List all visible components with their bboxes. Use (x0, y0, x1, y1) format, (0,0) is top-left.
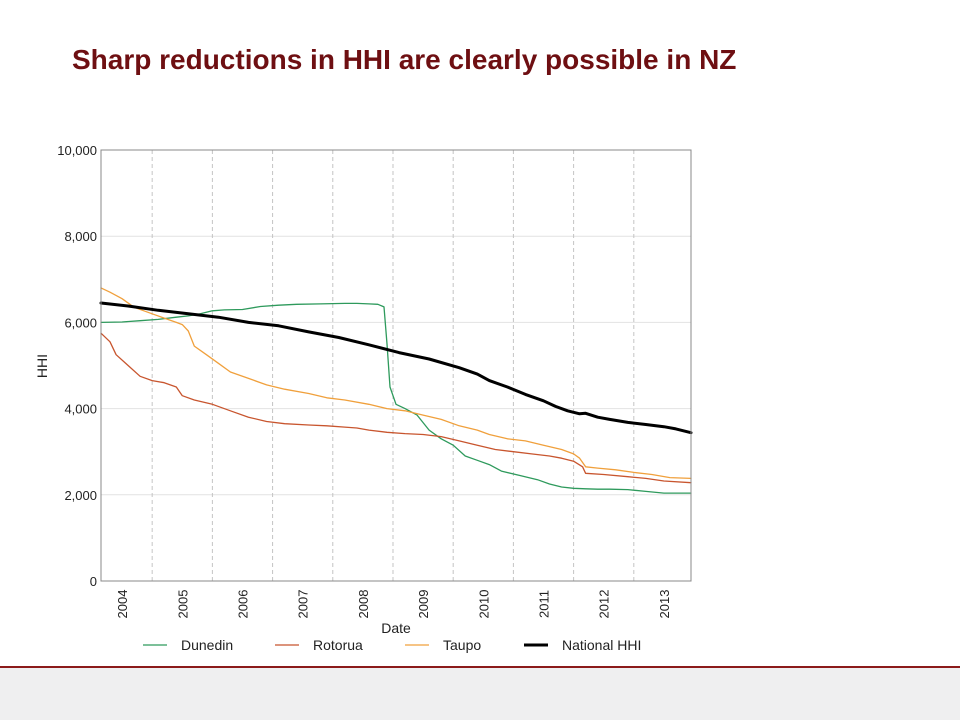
x-tick-label: 2010 (476, 590, 491, 619)
y-tick-label: 4,000 (64, 402, 97, 417)
x-tick-label: 2009 (416, 590, 431, 619)
legend-label-national-hhi: National HHI (562, 637, 641, 653)
legend-label-rotorua: Rotorua (313, 637, 363, 653)
x-tick-label: 2012 (597, 590, 612, 619)
series-line-dunedin (100, 302, 692, 494)
y-tick-label: 6,000 (64, 315, 97, 330)
series-line-taupo (100, 287, 692, 480)
x-tick-label: 2011 (537, 590, 552, 618)
x-tick-label: 2007 (296, 590, 311, 619)
y-axis-label: HHI (34, 354, 50, 378)
y-tick-label: 8,000 (64, 229, 97, 244)
legend: Dunedin Rotorua Taupo National HHI (143, 637, 641, 653)
legend-label-taupo: Taupo (443, 637, 481, 653)
y-tick-label: 10,000 (57, 143, 97, 158)
x-axis-label: Date (381, 620, 411, 636)
x-tick-label: 2006 (235, 590, 250, 619)
series-line-rotorua (100, 332, 692, 484)
plot-frame (100, 149, 692, 582)
grid-layer (101, 149, 691, 581)
y-tick-label: 0 (90, 574, 97, 589)
x-tick-label: 2004 (115, 590, 130, 619)
x-tick-label: 2008 (356, 590, 371, 619)
y-tick-labels: 0 2,000 4,000 6,000 8,000 10,000 (57, 143, 97, 589)
line-chart: 0 2,000 4,000 6,000 8,000 10,000 2004 2005 2006… (34, 143, 693, 653)
footer-rule (0, 666, 960, 668)
series-layer (99, 287, 693, 494)
x-tick-label: 2013 (657, 590, 672, 619)
footer-band (0, 668, 960, 720)
legend-label-dunedin: Dunedin (181, 637, 233, 653)
x-tick-labels: 2004 2005 2006 2007 2008 2009 2010 2011 2012 2013 (115, 590, 672, 619)
slide-title: Sharp reductions in HHI are clearly poss… (72, 44, 737, 75)
series-line-national-hhi (99, 301, 693, 435)
x-tick-label: 2005 (175, 590, 190, 619)
y-tick-label: 2,000 (64, 488, 97, 503)
